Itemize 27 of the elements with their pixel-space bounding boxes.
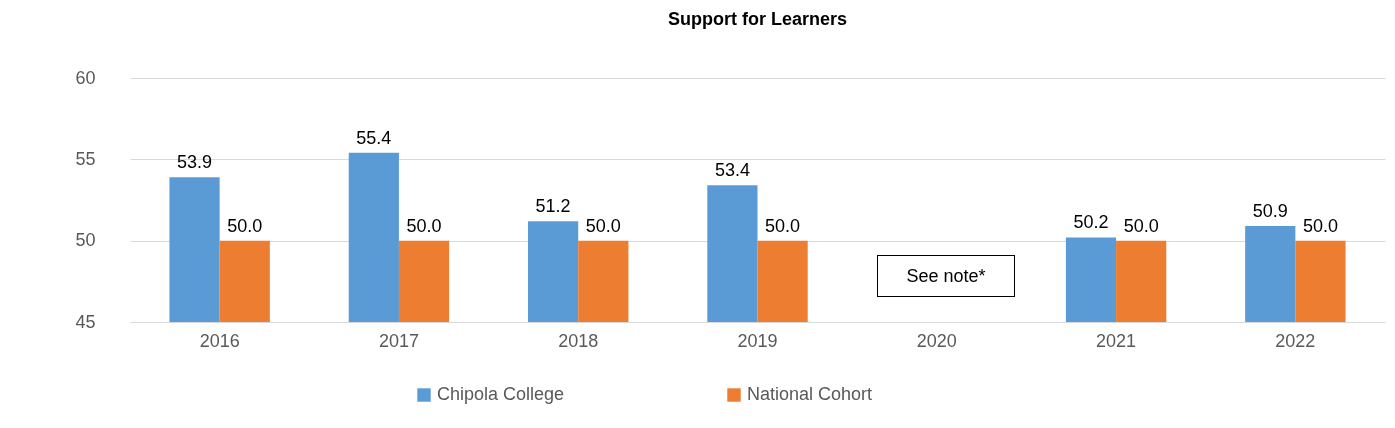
chart-title: Support for Learners (667, 9, 848, 29)
data-label: 53.9 (177, 152, 213, 173)
x-tick-label: 2019 (737, 330, 778, 351)
y-tick-label: 60 (75, 67, 96, 88)
legend-label: National Cohort (747, 384, 873, 404)
data-label: 50.0 (1302, 215, 1338, 236)
x-tick-label: 2022 (1275, 330, 1316, 351)
data-label: 50.0 (227, 215, 263, 236)
data-label: 55.4 (356, 127, 392, 148)
y-tick-label: 45 (75, 311, 96, 332)
y-tick-label: 55 (75, 148, 96, 169)
x-tick-label: 2018 (558, 330, 599, 351)
data-label: 50.0 (1123, 215, 1159, 236)
data-label: 50.2 (1073, 212, 1109, 233)
x-tick-label: 2020 (916, 330, 957, 351)
legend-label: Chipola College (437, 384, 565, 404)
data-label: 50.0 (585, 215, 621, 236)
x-tick-label: 2016 (199, 330, 240, 351)
y-tick-label: 50 (75, 230, 96, 251)
x-tick-label: 2021 (1096, 330, 1137, 351)
note-box: See note* (877, 255, 1015, 297)
data-label: 53.4 (714, 160, 750, 181)
data-label: 50.9 (1252, 201, 1288, 222)
data-label: 50.0 (406, 215, 442, 236)
data-label: 51.2 (535, 196, 571, 217)
data-label: 50.0 (765, 215, 801, 236)
x-tick-label: 2017 (378, 330, 419, 351)
